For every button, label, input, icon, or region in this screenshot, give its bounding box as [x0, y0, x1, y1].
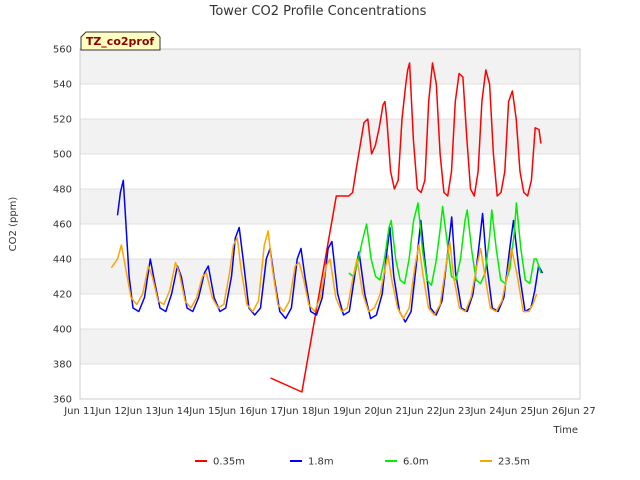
- tag-box-shape: [80, 31, 161, 51]
- y-tick-label: 500: [53, 150, 72, 161]
- y-tick-label: 560: [53, 45, 72, 56]
- x-tick-label: Jun 23: [438, 406, 471, 417]
- y-tick-label: 360: [53, 395, 72, 406]
- legend-label: 23.5m: [498, 457, 530, 468]
- y-tick-label: 380: [53, 360, 72, 371]
- legend-label: 0.35m: [213, 457, 245, 468]
- x-tick-label: Jun 16: [219, 406, 252, 417]
- grid-band: [80, 294, 580, 329]
- tag-box: TZ_co2prof: [80, 31, 161, 51]
- grid-band: [80, 364, 580, 399]
- x-tick-label: Jun 19: [313, 406, 346, 417]
- series-line-23.5m: [110, 230, 538, 320]
- background-bands: [80, 49, 580, 399]
- grid-band: [80, 189, 580, 224]
- tag-label: TZ_co2prof: [86, 35, 155, 48]
- plot-border: [79, 48, 581, 400]
- grid-band: [80, 49, 580, 84]
- x-tick-label: Jun 25: [501, 406, 534, 417]
- x-tick-label: Jun 24: [469, 406, 502, 417]
- x-tick-label: Jun 17: [251, 406, 284, 417]
- y-tick-label: 520: [53, 115, 72, 126]
- x-axis-ticks: Jun 11 Jun 12 Jun 13 Jun 14 Jun 15 Jun 16 Jun …: [63, 406, 596, 417]
- legend: 0.35m 1.8m 6.0m 23.5m: [195, 457, 530, 468]
- y-tick-label: 400: [53, 325, 72, 336]
- x-tick-label: Jun 27: [563, 406, 596, 417]
- x-tick-label: Jun 18: [282, 406, 315, 417]
- y-axis-ticks: 360 380 400 420 440 460 480 500 520 540 560: [53, 45, 72, 406]
- y-tick-label: 460: [53, 220, 72, 231]
- x-tick-label: Jun 13: [126, 406, 159, 417]
- y-tick-label: 420: [53, 290, 72, 301]
- series-line-6.0m: [348, 202, 542, 287]
- grid-band: [80, 329, 580, 364]
- x-tick-label: Jun 12: [94, 406, 127, 417]
- x-tick-label: Jun 22: [407, 406, 440, 417]
- grid-band: [80, 119, 580, 154]
- grid-band: [80, 84, 580, 119]
- y-tick-label: 480: [53, 185, 72, 196]
- y-axis-title: CO2 (ppm): [8, 197, 19, 252]
- chart-title: Tower CO2 Profile Concentrations: [209, 4, 427, 19]
- y-tick-label: 440: [53, 255, 72, 266]
- x-tick-label: Jun 14: [157, 406, 190, 417]
- x-tick-label: Jun 20: [344, 406, 377, 417]
- x-tick-label: Jun 15: [188, 406, 221, 417]
- x-tick-label: Jun 21: [376, 406, 409, 417]
- y-tick-label: 540: [53, 80, 72, 91]
- series-layer: [110, 62, 544, 393]
- legend-label: 1.8m: [308, 457, 334, 468]
- legend-label: 6.0m: [403, 457, 429, 468]
- x-tick-label: Jun 11: [63, 406, 96, 417]
- x-tick-label: Jun 26: [532, 406, 565, 417]
- x-axis-title: Time: [553, 425, 578, 436]
- series-line-0.35m: [270, 62, 542, 393]
- grid-band: [80, 259, 580, 294]
